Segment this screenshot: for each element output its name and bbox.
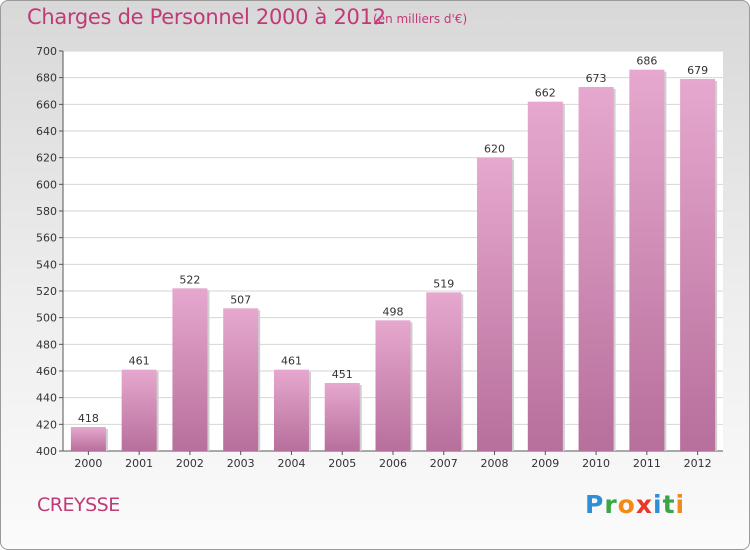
x-tick-label: 2007: [430, 457, 458, 470]
x-tick-label: 2009: [531, 457, 559, 470]
bar-value-label: 662: [535, 87, 556, 100]
bar-value-label: 673: [586, 72, 607, 85]
x-tick-label: 2004: [277, 457, 305, 470]
x-tick-label: 2010: [582, 457, 610, 470]
y-tick-label: 480: [36, 338, 57, 351]
bar: [70, 427, 106, 451]
y-tick-label: 660: [36, 98, 57, 111]
y-tick-label: 440: [36, 392, 57, 405]
x-tick-label: 2005: [328, 457, 356, 470]
bar: [477, 157, 513, 451]
x-tick-label: 2011: [633, 457, 661, 470]
bar: [273, 369, 309, 451]
x-tick-label: 2012: [684, 457, 712, 470]
bar-value-label: 498: [383, 305, 404, 318]
bar: [121, 369, 157, 451]
bar: [578, 87, 614, 451]
bar: [527, 101, 563, 452]
x-tick-label: 2000: [74, 457, 102, 470]
y-tick-label: 500: [36, 312, 57, 325]
logo-letter: i: [653, 490, 663, 519]
town-name: CREYSSE: [37, 494, 120, 516]
y-tick-label: 560: [36, 232, 57, 245]
y-tick-label: 680: [36, 72, 57, 85]
bar-value-label: 522: [179, 273, 200, 286]
bar: [172, 288, 208, 451]
bar: [223, 308, 259, 451]
bar-value-label: 686: [636, 55, 657, 68]
logo-letter: x: [635, 490, 653, 519]
bar: [680, 79, 716, 451]
bar-value-label: 461: [281, 355, 302, 368]
y-tick-label: 640: [36, 125, 57, 138]
logo-letter: P: [585, 490, 605, 519]
bar-value-label: 620: [484, 143, 505, 156]
y-tick-label: 460: [36, 365, 57, 378]
bar: [324, 383, 360, 451]
chart-subtitle: (en milliers d'€): [373, 12, 468, 26]
y-tick-label: 580: [36, 205, 57, 218]
logo-letter: i: [675, 490, 686, 519]
y-tick-label: 540: [36, 258, 57, 271]
x-tick-label: 2002: [176, 457, 204, 470]
bar-value-label: 679: [687, 64, 708, 77]
bar-value-label: 451: [332, 368, 353, 381]
y-tick-label: 600: [36, 178, 57, 191]
bar-value-label: 418: [78, 412, 99, 425]
logo-letter: r: [604, 490, 618, 519]
logo-letter: t: [662, 490, 676, 519]
y-tick-label: 700: [36, 45, 57, 58]
x-tick-label: 2008: [481, 457, 509, 470]
y-tick-label: 400: [36, 445, 57, 458]
x-tick-label: 2006: [379, 457, 407, 470]
y-tick-label: 520: [36, 285, 57, 298]
logo-letter: o: [617, 490, 636, 519]
bar-value-label: 507: [230, 293, 251, 306]
bar-value-label: 461: [129, 355, 150, 368]
bar: [375, 320, 411, 451]
y-tick-label: 620: [36, 152, 57, 165]
chart-title: Charges de Personnel 2000 à 2012: [27, 5, 386, 29]
bar-value-label: 519: [433, 277, 454, 290]
proxiti-logo[interactable]: Proxiti: [585, 490, 685, 519]
bar: [629, 69, 665, 452]
x-tick-label: 2003: [227, 457, 255, 470]
x-tick-label: 2001: [125, 457, 153, 470]
bar: [426, 292, 462, 451]
y-tick-label: 420: [36, 418, 57, 431]
